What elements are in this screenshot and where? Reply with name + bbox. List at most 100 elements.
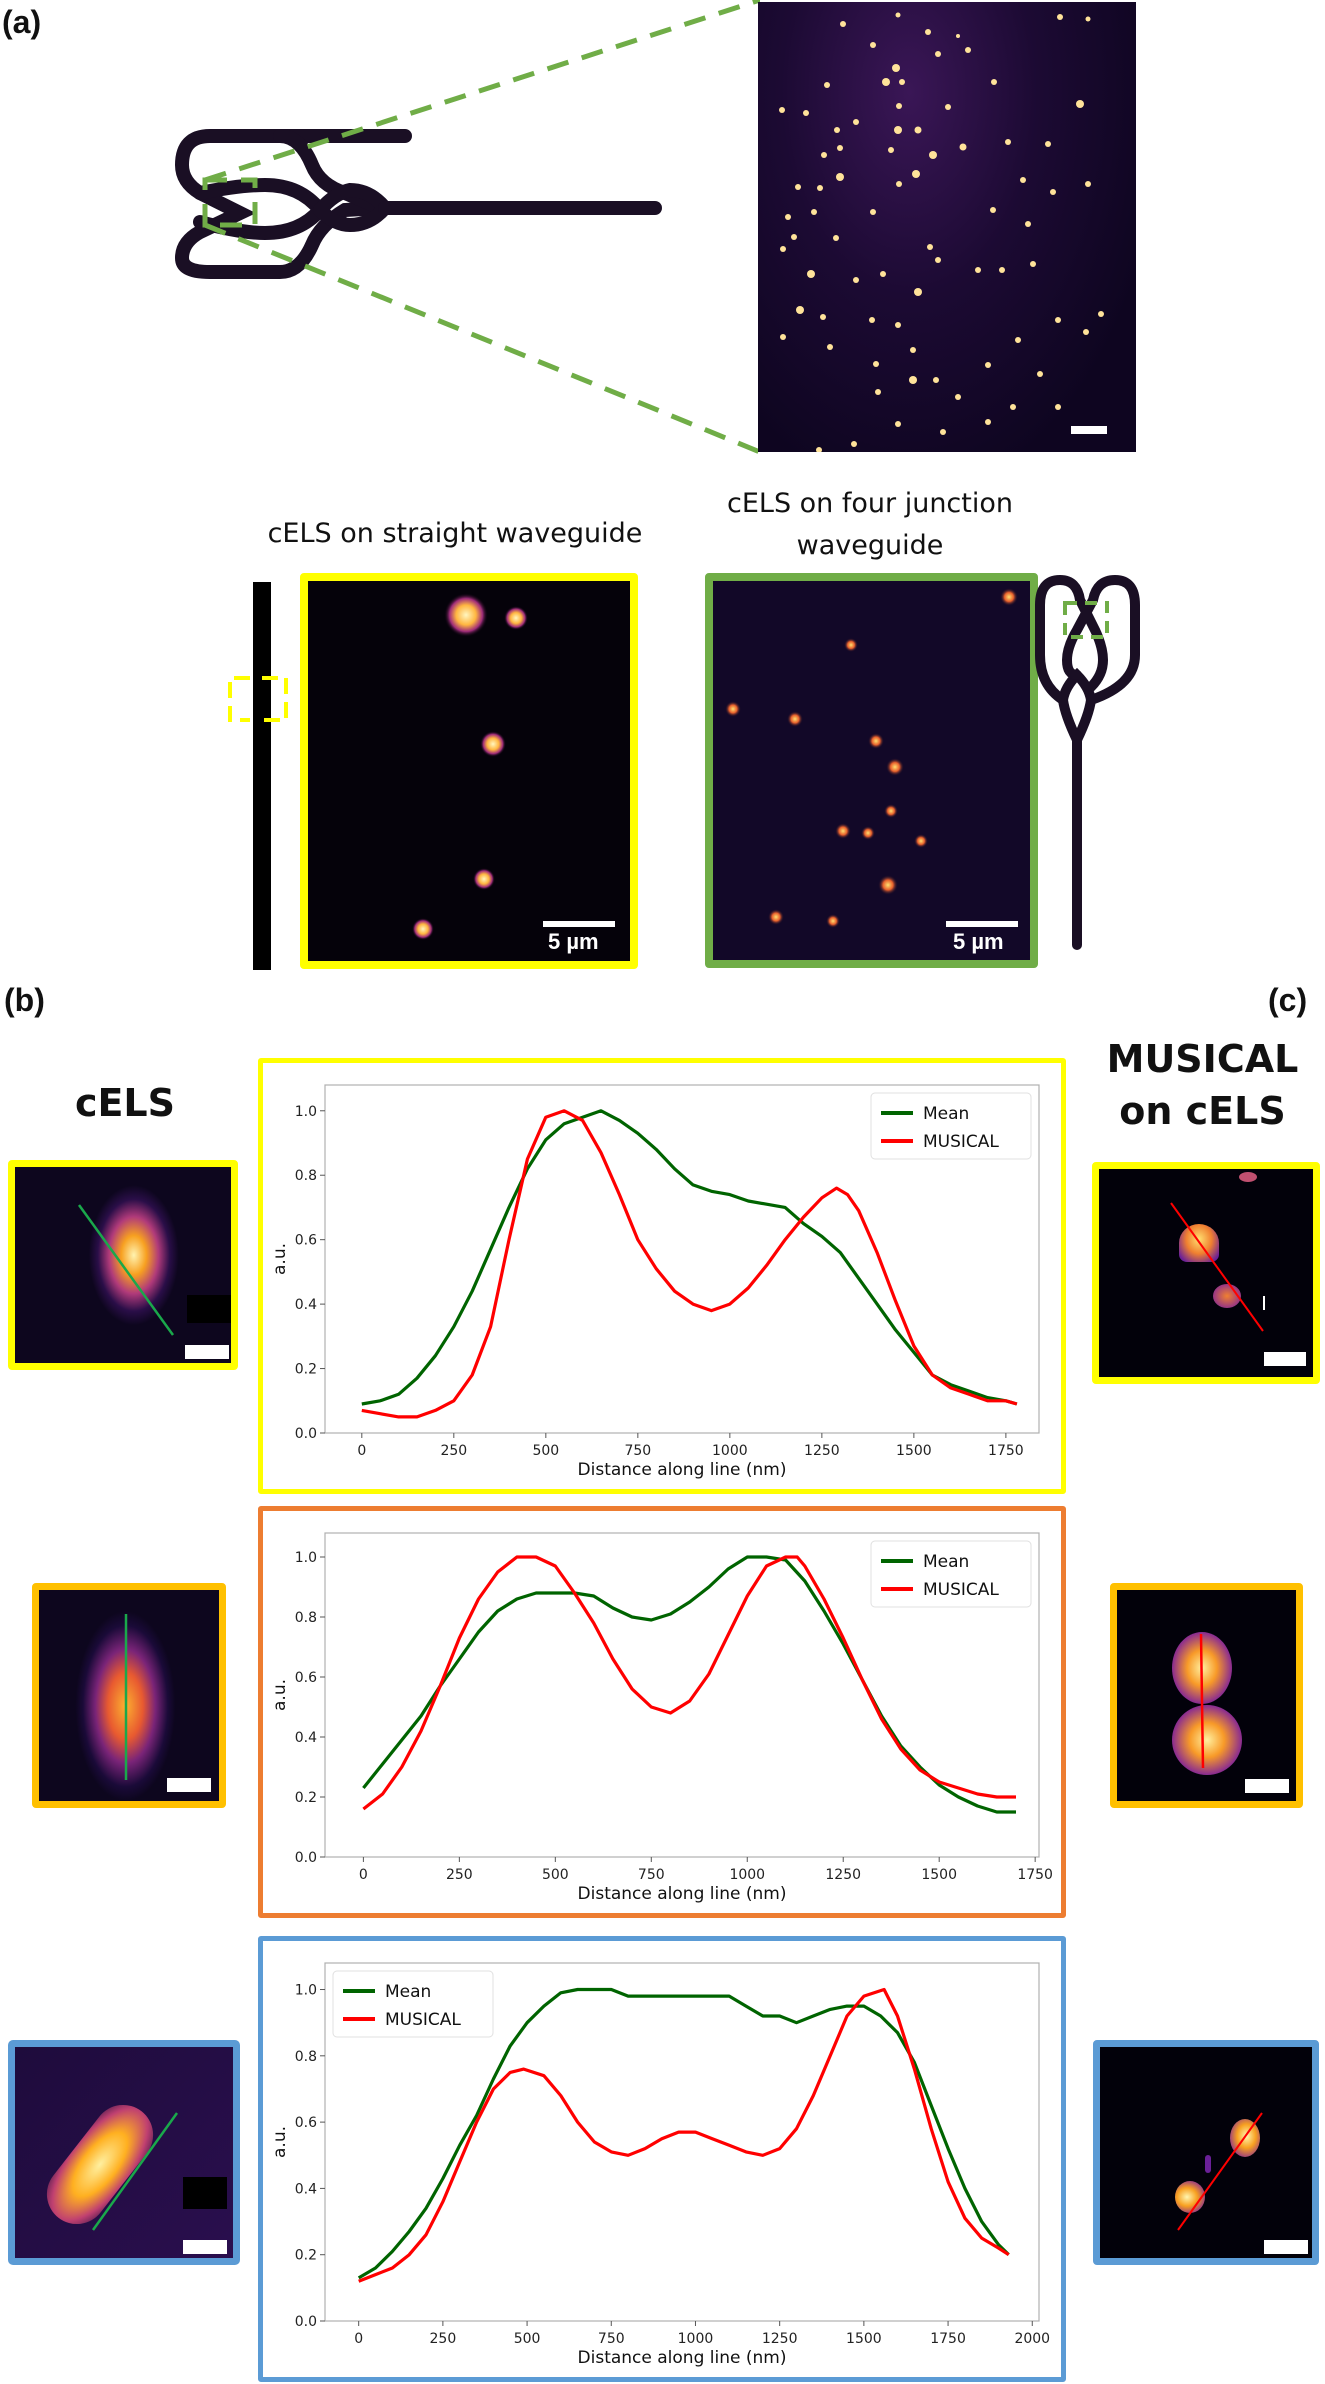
musical-column-title-line1: MUSICAL — [1106, 1037, 1299, 1081]
tick-mark — [1263, 1296, 1265, 1310]
line-profile-chart-2: 0 250 500 750 1000 1250 1500 1750 0.0 0.2 0.4 0.6 0.… — [258, 1506, 1066, 1918]
x-tick-label: 500 — [514, 2331, 541, 2347]
mask-block — [187, 1295, 231, 1323]
profile-line — [1170, 1202, 1264, 1332]
panel-label-a: (a) — [2, 4, 42, 40]
x-tick-label: 1000 — [729, 1867, 765, 1883]
series-line-musical — [362, 1555, 1016, 1811]
scalebar-label: 5 µm — [548, 929, 599, 954]
x-tick-label: 1250 — [762, 2331, 798, 2347]
profile-line — [124, 1614, 128, 1780]
y-tick-label: 0.6 — [295, 1233, 317, 1249]
cels-column-title: cELS — [74, 1081, 176, 1125]
chart-svg: 0 250 500 750 1000 1250 1500 1750 0.0 0.2 0.4 0.6 0.… — [270, 1532, 1053, 1904]
scalebar — [167, 1778, 211, 1792]
musical-thumbnail-1 — [1092, 1162, 1320, 1384]
legend: Mean MUSICAL — [870, 1540, 1032, 1608]
series-line-mean — [361, 1109, 1018, 1406]
fluorescent-spots — [779, 12, 1104, 452]
blob — [1213, 1284, 1241, 1308]
junction-waveguide-image-frame: 5 µm — [705, 573, 1038, 968]
x-tick-label: 500 — [532, 1443, 559, 1459]
x-axis-label: Distance along line (nm) — [578, 2348, 787, 2368]
blob — [1172, 1705, 1242, 1775]
legend: Mean MUSICAL — [870, 1092, 1032, 1160]
y-tick-label: 0.2 — [295, 2248, 317, 2264]
x-tick-label: 1750 — [930, 2331, 966, 2347]
straight-waveguide-title: cELS on straight waveguide — [267, 518, 643, 549]
series-line-mean — [357, 1987, 1010, 2280]
straight-waveguide-schematic — [253, 582, 271, 970]
y-tick-label: 1.0 — [295, 1104, 317, 1120]
y-tick-label: 1.0 — [295, 1983, 317, 1999]
scalebar — [946, 921, 1018, 927]
x-tick-label: 500 — [542, 1867, 569, 1883]
musical-thumbnail-2 — [1110, 1583, 1303, 1808]
series-line-mean — [362, 1555, 1016, 1814]
four-junction-waveguide-schematic-vertical — [1035, 575, 1140, 950]
straight-waveguide-image-frame: 5 µm — [300, 573, 638, 969]
scalebar — [1071, 426, 1107, 434]
legend-label: MUSICAL — [385, 2010, 461, 2030]
y-axis-label: a.u. — [270, 1243, 290, 1275]
x-tick-label: 1750 — [1017, 1867, 1053, 1883]
x-tick-label: 0 — [357, 1443, 366, 1459]
chart-svg: 0 250 500 750 1000 1250 1500 1750 0.0 0.2 0.4 0.6 0.… — [270, 1084, 1040, 1480]
scalebar-label: 5 µm — [953, 929, 1004, 954]
x-tick-label: 1750 — [988, 1443, 1024, 1459]
x-axis-label: Distance along line (nm) — [578, 1884, 787, 1904]
junction-waveguide-title-line1: cELS on four junction — [727, 488, 1013, 519]
x-tick-label: 0 — [359, 1867, 368, 1883]
cels-thumbnail-3 — [8, 2040, 240, 2265]
straight-waveguide-fluorescence-image: 5 µm — [308, 581, 630, 961]
legend: Mean MUSICAL — [332, 1970, 494, 2038]
x-tick-label: 750 — [598, 2331, 625, 2347]
profile-line — [91, 2112, 179, 2231]
line-profile-chart-3: 0 250 500 750 1000 1250 1500 1750 2000 0.0 0.2 0.4 0… — [258, 1936, 1066, 2382]
x-tick-label: 1500 — [921, 1867, 957, 1883]
blob — [1175, 2181, 1205, 2213]
series-line-musical — [358, 1987, 1010, 2283]
y-tick-label: 0.6 — [295, 1670, 317, 1686]
yellow-roi-marker — [228, 676, 288, 722]
y-tick-label: 0.4 — [295, 1730, 317, 1746]
cels-thumbnail-2 — [32, 1583, 226, 1808]
scalebar — [1264, 1352, 1306, 1366]
y-tick-label: 0.0 — [295, 2314, 317, 2330]
y-tick-label: 0.0 — [295, 1850, 317, 1866]
overview-fluorescence-image — [758, 2, 1136, 452]
y-tick-label: 0.8 — [295, 1610, 317, 1626]
panel-label-b: (b) — [4, 982, 45, 1018]
musical-column-title-line2: on cELS — [1119, 1089, 1286, 1133]
series-line-musical — [361, 1109, 1018, 1419]
x-tick-label: 1250 — [825, 1867, 861, 1883]
scalebar — [1264, 2240, 1308, 2254]
y-axis-label: a.u. — [270, 1679, 290, 1711]
blob — [1239, 1172, 1257, 1182]
x-tick-label: 750 — [638, 1867, 665, 1883]
scalebar — [183, 2240, 227, 2254]
y-axis-label: a.u. — [270, 2126, 290, 2158]
y-tick-label: 0.4 — [295, 1297, 317, 1313]
x-axis-label: Distance along line (nm) — [578, 1460, 787, 1480]
junction-waveguide-fluorescence-image: 5 µm — [713, 581, 1030, 960]
fluorescent-spots — [725, 588, 1018, 928]
x-tick-label: 750 — [624, 1443, 651, 1459]
x-tick-label: 250 — [440, 1443, 467, 1459]
y-tick-label: 0.0 — [295, 1426, 317, 1442]
legend-label: Mean — [923, 1104, 969, 1124]
x-tick-label: 1500 — [846, 2331, 882, 2347]
x-tick-label: 1000 — [712, 1443, 748, 1459]
y-tick-label: 0.6 — [295, 2115, 317, 2131]
legend-label: Mean — [385, 1982, 431, 2002]
x-tick-label: 250 — [430, 2331, 457, 2347]
panel-label-c: (c) — [1268, 982, 1308, 1018]
legend-label: MUSICAL — [923, 1132, 999, 1152]
junction-waveguide-title-line2: waveguide — [796, 530, 944, 561]
line-profile-chart-1: 0 250 500 750 1000 1250 1500 1750 0.0 0.2 0.4 0.6 0.… — [258, 1058, 1066, 1494]
x-tick-label: 250 — [446, 1867, 473, 1883]
y-tick-label: 0.4 — [295, 2181, 317, 2197]
legend-label: MUSICAL — [923, 1580, 999, 1600]
scalebar — [185, 1345, 229, 1359]
musical-thumbnail-3 — [1093, 2040, 1319, 2265]
